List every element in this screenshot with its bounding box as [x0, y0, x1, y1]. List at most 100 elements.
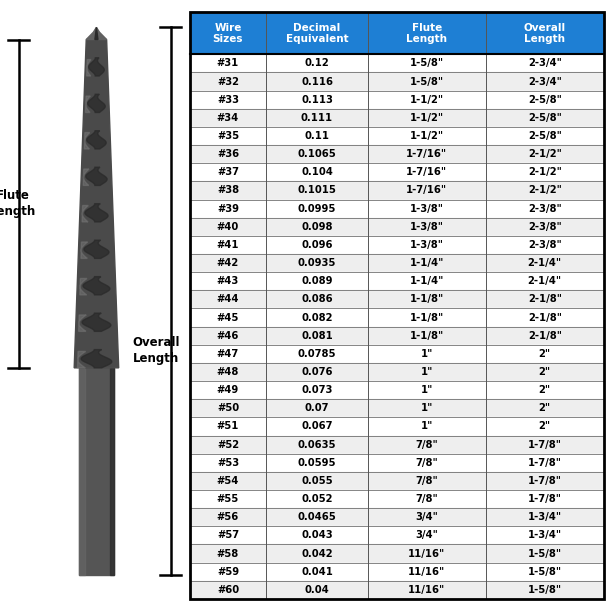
Text: #42: #42	[217, 258, 239, 268]
Bar	[266, 109, 368, 127]
Text: #59: #59	[217, 567, 239, 577]
Text: Wire
Sizes: Wire Sizes	[213, 22, 243, 44]
Text: 0.096: 0.096	[301, 240, 333, 250]
Polygon shape	[87, 131, 106, 149]
Bar	[486, 345, 604, 363]
Bar	[266, 163, 368, 181]
Text: #45: #45	[217, 313, 239, 322]
Bar	[266, 72, 368, 91]
Bar	[190, 12, 266, 54]
Bar	[486, 399, 604, 418]
Bar	[368, 308, 486, 326]
Polygon shape	[74, 40, 119, 368]
Text: 2-5/8": 2-5/8"	[528, 113, 562, 123]
Bar	[368, 12, 486, 54]
Polygon shape	[77, 351, 86, 368]
Bar	[266, 12, 368, 54]
Bar	[190, 72, 266, 91]
Text: 1-1/2": 1-1/2"	[410, 95, 444, 105]
Text: 0.052: 0.052	[301, 494, 333, 504]
Bar	[190, 308, 266, 326]
Text: 1": 1"	[421, 367, 433, 377]
Text: #38: #38	[217, 185, 239, 195]
Bar	[266, 490, 368, 508]
Bar	[190, 435, 266, 454]
Bar	[368, 363, 486, 381]
Text: #40: #40	[217, 222, 239, 232]
Bar	[266, 435, 368, 454]
Text: 11/16": 11/16"	[408, 548, 446, 559]
Bar	[486, 527, 604, 545]
Text: 1-1/4": 1-1/4"	[410, 258, 444, 268]
Text: 0.116: 0.116	[301, 77, 333, 86]
Text: #48: #48	[217, 367, 239, 377]
Text: #52: #52	[217, 440, 239, 450]
Bar	[190, 236, 266, 254]
Text: 2": 2"	[539, 421, 551, 432]
Text: 0.07: 0.07	[305, 403, 330, 413]
Text: 0.041: 0.041	[301, 567, 333, 577]
Text: 2-1/4": 2-1/4"	[528, 258, 562, 268]
Polygon shape	[84, 240, 109, 258]
Bar	[368, 454, 486, 472]
Bar	[266, 363, 368, 381]
Text: 1-3/8": 1-3/8"	[410, 240, 444, 250]
Bar	[368, 290, 486, 308]
Bar	[486, 163, 604, 181]
Text: 11/16": 11/16"	[408, 567, 446, 577]
Text: 2-3/8": 2-3/8"	[528, 204, 562, 213]
Bar	[190, 399, 266, 418]
Text: #43: #43	[217, 276, 239, 286]
Bar	[486, 381, 604, 399]
Bar	[190, 199, 266, 218]
Text: 2-1/4": 2-1/4"	[528, 276, 562, 286]
Bar	[486, 326, 604, 345]
Text: 1-7/8": 1-7/8"	[528, 440, 562, 450]
Bar	[266, 272, 368, 290]
Text: 1-7/16": 1-7/16"	[406, 149, 447, 159]
Bar	[190, 272, 266, 290]
Text: #55: #55	[217, 494, 239, 504]
Bar	[486, 308, 604, 326]
Text: 2-1/8": 2-1/8"	[528, 313, 562, 322]
Bar	[486, 435, 604, 454]
Bar	[368, 472, 486, 490]
Text: 0.076: 0.076	[301, 367, 333, 377]
Text: #33: #33	[217, 95, 239, 105]
Bar	[190, 290, 266, 308]
Bar	[190, 254, 266, 272]
Bar	[266, 418, 368, 435]
Text: 1-3/4": 1-3/4"	[528, 530, 562, 541]
Text: 1": 1"	[421, 403, 433, 413]
Text: 0.067: 0.067	[301, 421, 333, 432]
Text: #39: #39	[217, 204, 239, 213]
Text: #58: #58	[217, 548, 239, 559]
Text: #36: #36	[217, 149, 239, 159]
Text: 1-5/8": 1-5/8"	[528, 585, 562, 595]
Text: 2-3/8": 2-3/8"	[528, 222, 562, 232]
Bar	[266, 472, 368, 490]
Polygon shape	[83, 277, 110, 295]
Bar	[486, 272, 604, 290]
Text: 0.0465: 0.0465	[298, 513, 336, 522]
Text: 2": 2"	[539, 385, 551, 395]
Text: 1-1/4": 1-1/4"	[410, 276, 444, 286]
Text: 3/4": 3/4"	[415, 530, 438, 541]
Polygon shape	[81, 350, 112, 368]
Bar	[368, 199, 486, 218]
Bar	[486, 127, 604, 145]
Bar	[266, 345, 368, 363]
Bar	[368, 72, 486, 91]
Text: 2": 2"	[539, 403, 551, 413]
Bar	[486, 12, 604, 54]
Text: 2-1/2": 2-1/2"	[528, 167, 562, 178]
Text: 0.043: 0.043	[301, 530, 333, 541]
Text: 1-3/8": 1-3/8"	[410, 204, 444, 213]
Text: 1-3/4": 1-3/4"	[528, 513, 562, 522]
Bar	[486, 545, 604, 562]
Text: 0.1065: 0.1065	[298, 149, 336, 159]
Polygon shape	[86, 96, 91, 112]
Bar	[266, 308, 368, 326]
Text: 1-1/8": 1-1/8"	[410, 313, 444, 322]
Bar	[190, 218, 266, 236]
